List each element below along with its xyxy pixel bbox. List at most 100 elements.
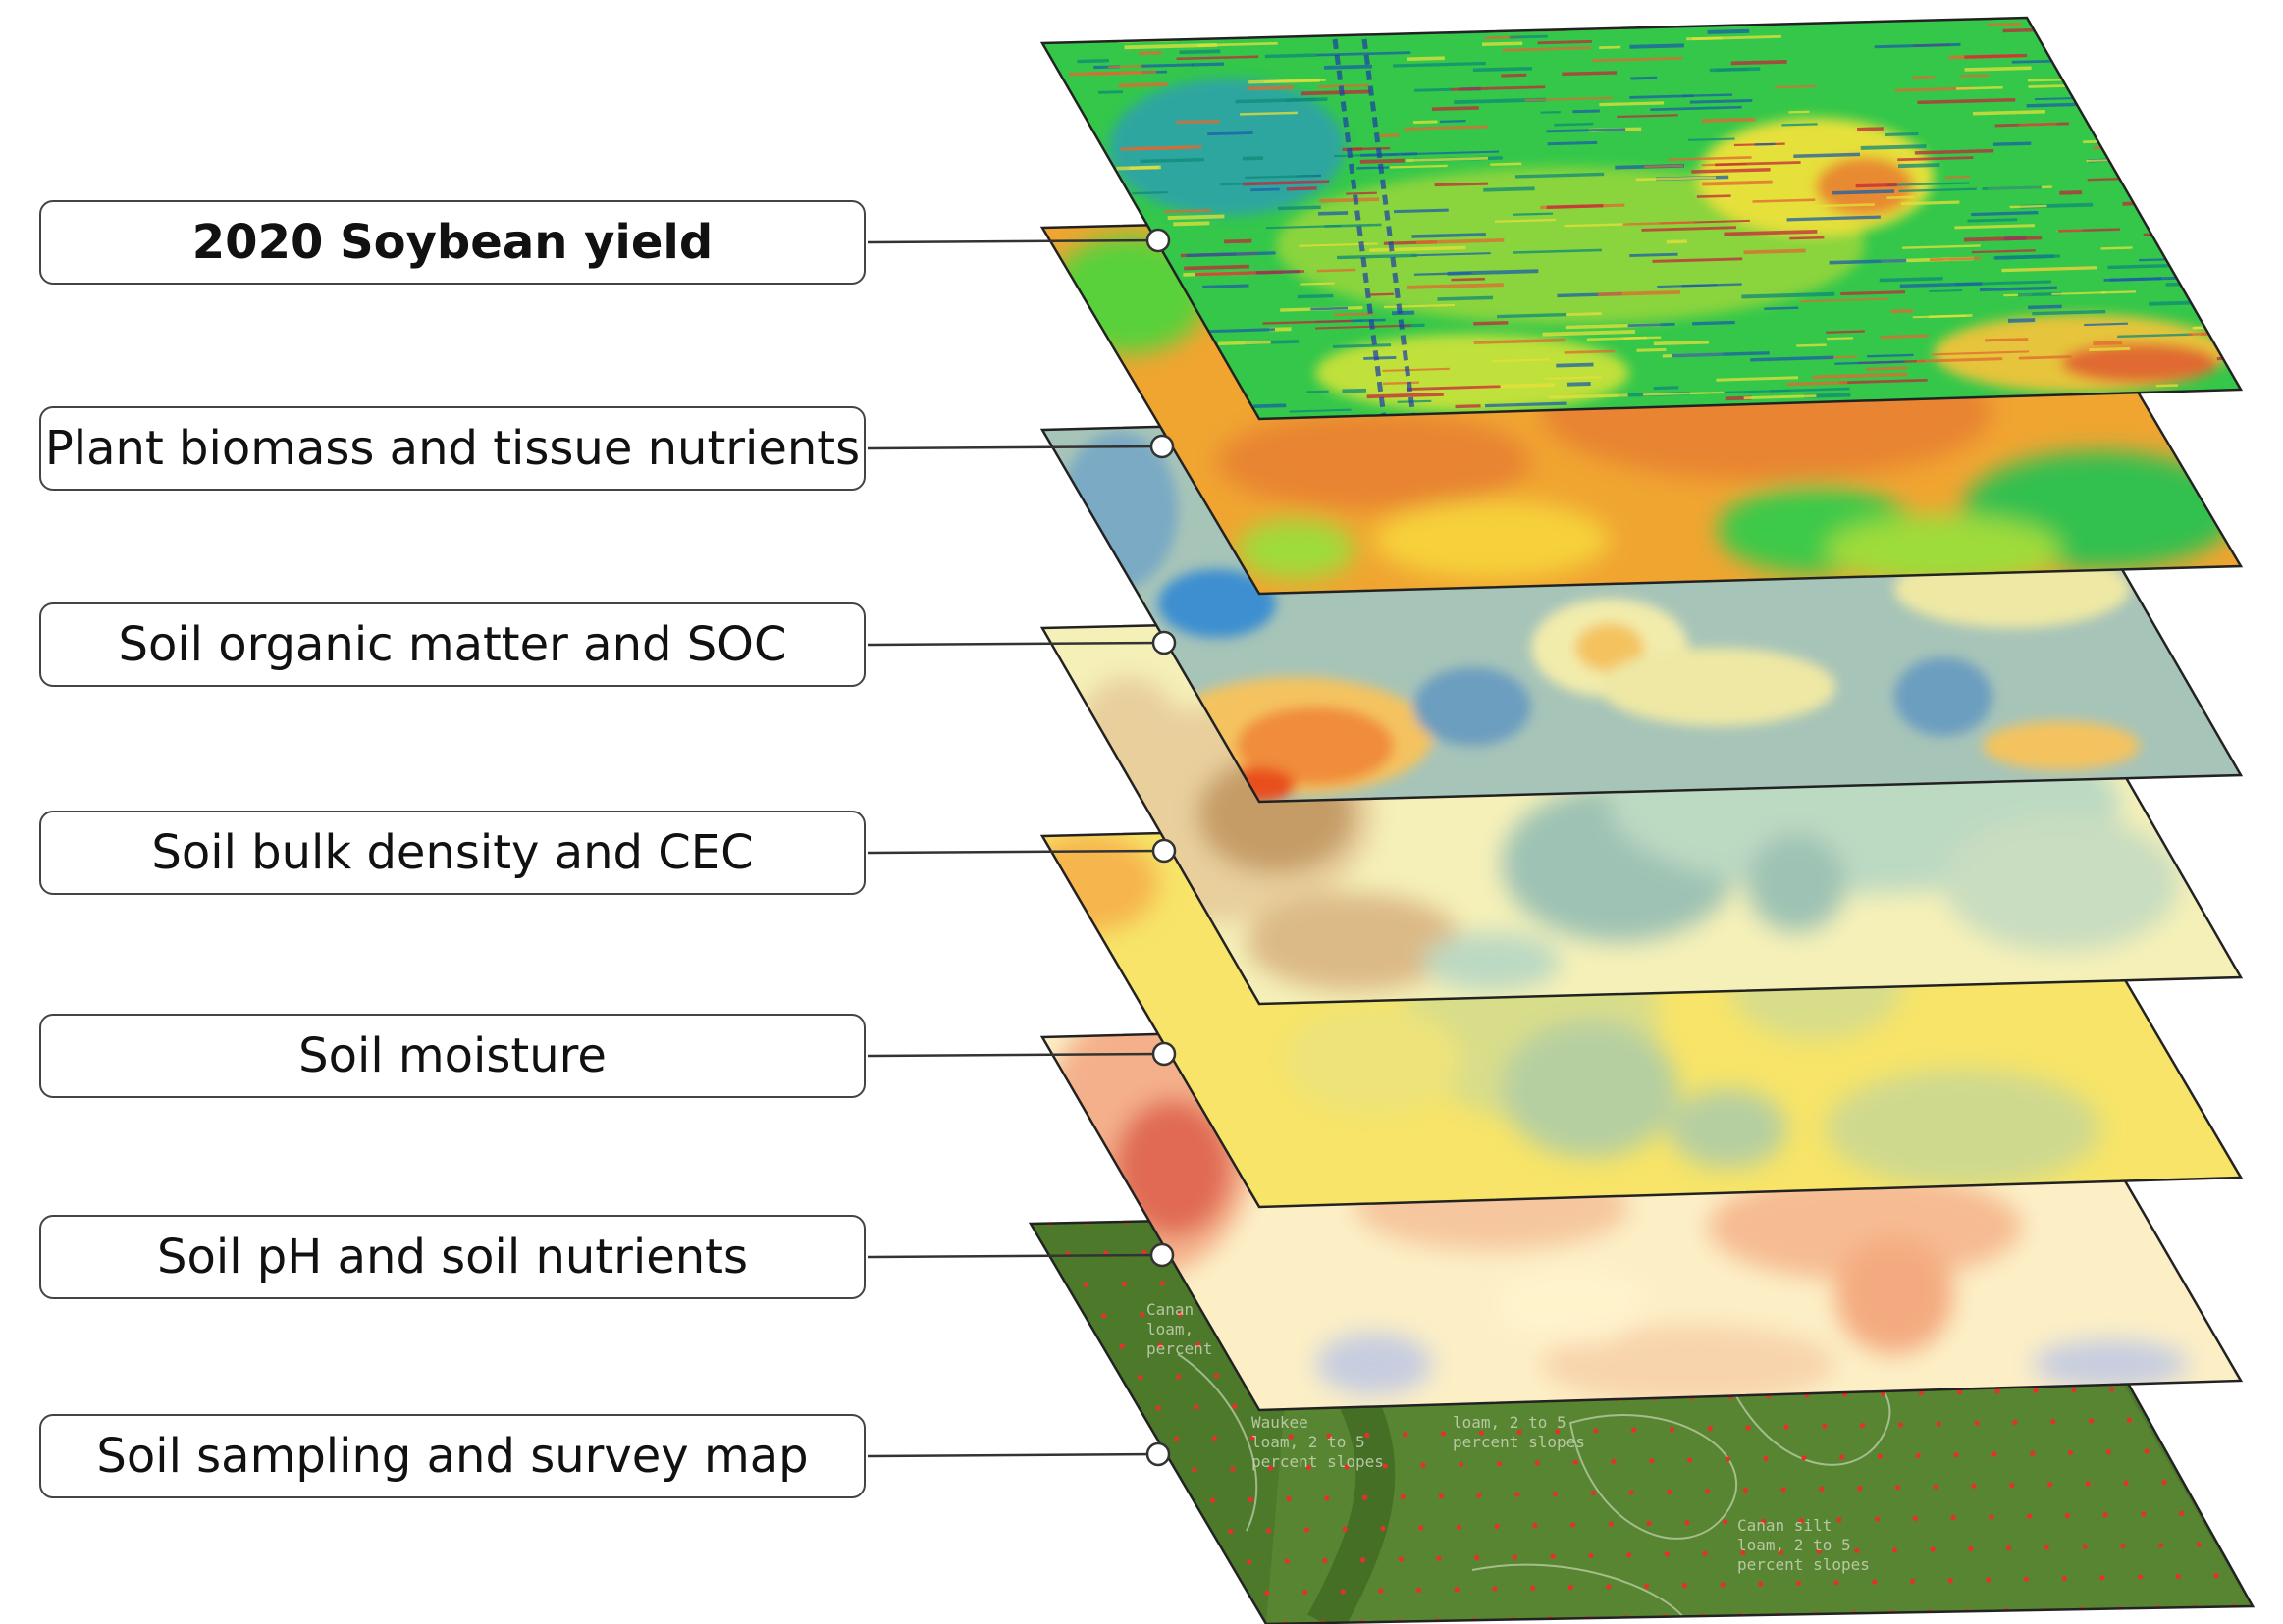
sample-point <box>1436 1555 1442 1561</box>
yield-stripe <box>1332 343 1392 348</box>
yield-stripe <box>1672 351 1770 358</box>
yield-stripe <box>1186 251 1276 258</box>
yield-stripe <box>1994 122 2070 128</box>
node-moisture <box>1151 1041 1177 1067</box>
sample-point <box>2196 1542 2202 1547</box>
yield-stripe <box>1407 56 1445 61</box>
sample-point <box>2061 1575 2067 1582</box>
yield-stripe <box>1694 106 1720 110</box>
yield-stripe <box>1622 221 1695 226</box>
yield-stripe <box>1351 146 1391 151</box>
sample-point <box>1974 1420 1980 1426</box>
yield-stripe <box>1885 131 1919 136</box>
sample-point <box>1268 1465 1274 1471</box>
sample-point <box>1760 1518 1766 1524</box>
sample-point <box>1121 1281 1127 1287</box>
sample-point <box>2082 1544 2088 1549</box>
yield-stripe <box>2100 246 2133 250</box>
survey-text-4: Canan silt loam, 2 to 5 percent slopes <box>1737 1516 1870 1574</box>
yield-stripe <box>1318 211 1349 216</box>
yield-stripe <box>1786 380 1848 387</box>
yield-stripe <box>2086 159 2109 162</box>
sample-point <box>1606 1584 1612 1590</box>
yield-stripe <box>1513 212 1554 216</box>
yield-stripe <box>1653 340 1709 346</box>
sample-point <box>1249 1435 1255 1441</box>
yield-stripe <box>1360 152 1418 157</box>
yield-stripe <box>1411 233 1486 238</box>
yield-stripe <box>1964 53 2028 59</box>
sample-point <box>1342 1526 1348 1532</box>
yield-stripe <box>1599 101 1665 107</box>
yield-stripe <box>1218 341 1271 345</box>
connector-nodes <box>1145 228 1177 1467</box>
sample-point <box>2009 1482 2015 1489</box>
yield-stripe <box>1954 224 2035 230</box>
sample-point <box>1611 1458 1617 1465</box>
yield-stripe <box>1437 295 1494 301</box>
sample-point <box>1228 1528 1234 1535</box>
yield-stripe <box>1247 85 1295 91</box>
yield-stripe <box>1897 163 1940 169</box>
sample-point <box>1891 1547 1898 1553</box>
sample-point <box>1362 1494 1368 1500</box>
yield-stripe <box>1630 76 1658 80</box>
sample-point <box>1178 1311 1184 1317</box>
sample-point <box>1625 1552 1632 1558</box>
yield-stripe <box>1687 137 1735 141</box>
yield-stripe <box>1132 190 1168 195</box>
sample-point <box>1140 1312 1145 1318</box>
sample-point <box>2178 1510 2185 1516</box>
sample-point <box>1567 1585 1573 1591</box>
yield-stripe <box>2107 263 2170 270</box>
sample-point <box>1593 1428 1599 1434</box>
node-organic <box>1151 630 1177 655</box>
yield-stripe <box>2002 27 2035 33</box>
sample-point <box>2137 1574 2144 1580</box>
yield-stripe <box>1451 85 1546 91</box>
label-soil-moisture: Soil moisture <box>39 1014 866 1098</box>
label-soil-ph: Soil pH and soil nutrients <box>39 1215 866 1299</box>
yield-stripe <box>1412 120 1438 125</box>
yield-stripe <box>1301 89 1371 96</box>
yield-stripe <box>1497 312 1567 319</box>
yield-stripe <box>1707 28 1750 34</box>
sample-point <box>1854 1547 1860 1554</box>
yield-stripe <box>1397 399 1432 403</box>
yield-stripe <box>1879 276 1943 283</box>
sample-point <box>1702 1550 1708 1556</box>
yield-stripe <box>1088 70 1157 76</box>
sample-point <box>1248 1496 1253 1502</box>
sample-point <box>1438 1493 1444 1499</box>
yield-stripe <box>1306 390 1329 393</box>
yield-stripe <box>1985 338 2029 342</box>
yield-stripe <box>1743 248 1806 255</box>
sample-point <box>2105 1449 2111 1455</box>
yield-stripe <box>1391 310 1415 316</box>
yield-stripe <box>1184 264 1249 271</box>
sample-point <box>1478 1430 1484 1436</box>
yield-stripe <box>1490 162 1522 166</box>
label-soil-bulk-density: Soil bulk density and CEC <box>39 811 866 895</box>
yield-stripe <box>1781 123 1818 127</box>
yield-stripe <box>1793 152 1861 159</box>
sample-point <box>2064 1512 2070 1519</box>
yield-stripe <box>1366 393 1444 399</box>
yield-stripe <box>1627 322 1675 328</box>
sample-point <box>1822 1423 1828 1429</box>
sample-point <box>1416 1587 1422 1594</box>
sample-point <box>2109 1386 2115 1392</box>
yield-stripe <box>1224 238 1252 244</box>
yield-stripe <box>1932 350 2030 356</box>
yield-stripe <box>1235 97 1328 104</box>
sample-point <box>2023 1576 2030 1582</box>
sample-point <box>1550 1553 1556 1559</box>
yield-stripe <box>1491 358 1551 363</box>
yield-stripe <box>1565 312 1602 317</box>
yield-stripe <box>1857 127 1884 131</box>
sample-point <box>1915 1452 1921 1459</box>
yield-stripe <box>1537 39 1592 45</box>
sample-point <box>1288 1434 1294 1440</box>
yield-stripe <box>1963 236 2043 242</box>
